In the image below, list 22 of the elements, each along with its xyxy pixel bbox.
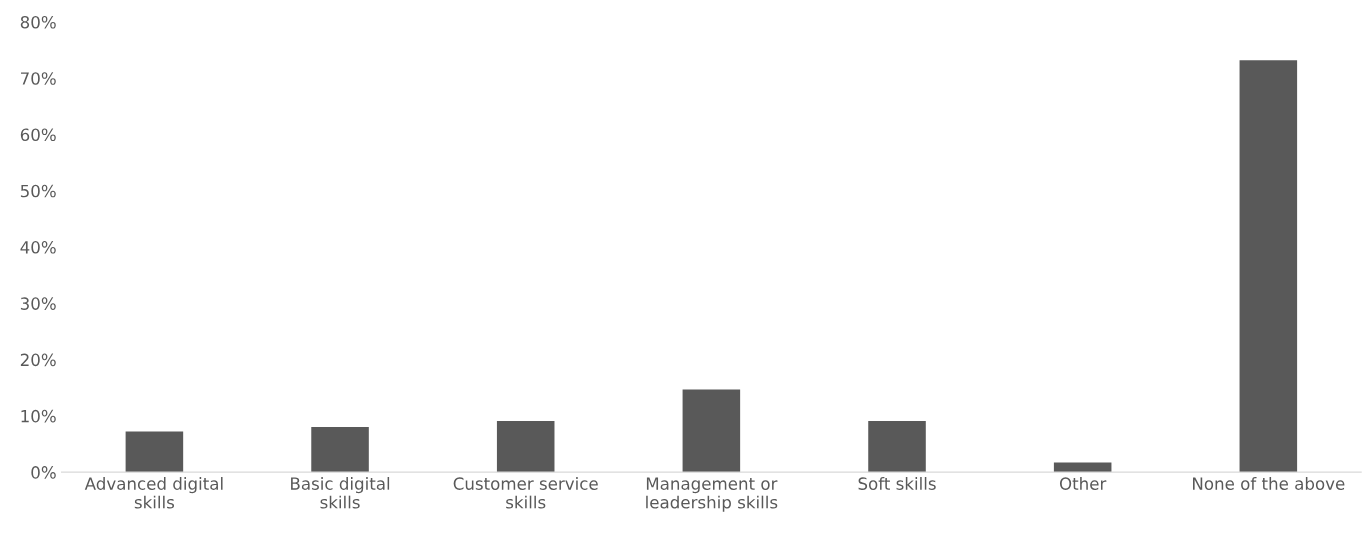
x-tick-label: Basic digital skills [291,477,390,509]
bar [496,420,555,473]
x-tick-label: Management or leadership skills [646,477,778,512]
y-tick-label: 80% [20,15,56,29]
y-tick-label: 40% [20,241,56,254]
bar [1239,60,1298,473]
bar [682,389,741,473]
y-tick-label: 10% [21,409,56,423]
x-tick-label: Other [1059,477,1107,490]
bar [125,431,184,473]
y-tick-label: 70% [21,72,56,85]
y-tick-label: 20% [20,353,56,367]
bar [311,427,369,473]
x-tick-label: Customer service skills [453,477,598,509]
y-tick-label: 0% [31,466,56,479]
y-tick-label: 50% [20,184,56,198]
y-tick-label: 30% [20,297,56,310]
bar [868,420,926,473]
y-tick-label: 60% [20,128,56,142]
x-tick-label: None of the above [1193,477,1345,490]
x-tick-label: Advanced digital skills [84,477,223,509]
x-tick-label: Soft skills [858,477,936,490]
